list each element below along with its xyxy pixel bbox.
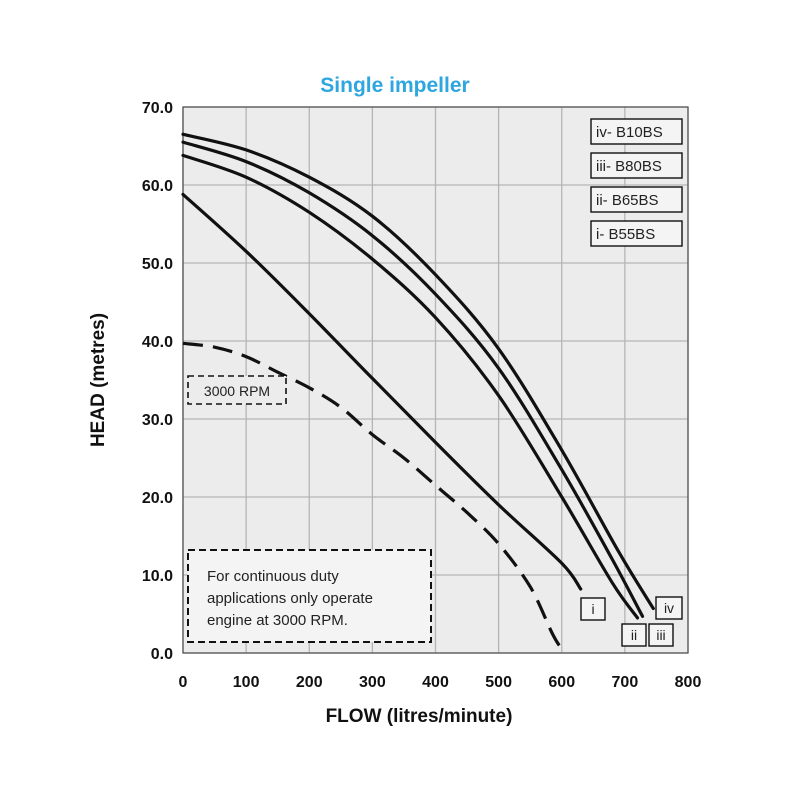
annotation-line-2: applications only operate xyxy=(207,590,373,607)
y-axis-title: HEAD (metres) xyxy=(88,313,109,447)
chart-title: Single impeller xyxy=(320,74,469,97)
series-tag-box xyxy=(580,597,606,621)
series-tag-i: i xyxy=(591,601,594,617)
annotation-line-1: For continuous duty xyxy=(207,568,339,585)
series-line-i-b55bs xyxy=(181,192,583,591)
x-tick-label: 800 xyxy=(675,674,702,691)
y-tick-label: 0.0 xyxy=(151,646,173,663)
x-axis-title: FLOW (litres/minute) xyxy=(326,706,513,727)
legend-entry: i- B55BS xyxy=(596,226,655,243)
y-tick-label: 70.0 xyxy=(142,100,173,117)
annotation-box xyxy=(187,549,432,643)
annotation-note: For continuous duty applications only op… xyxy=(187,549,432,643)
legend-entry: iii- B80BS xyxy=(596,158,662,175)
series-line-ii-b65bs xyxy=(181,153,640,620)
series-tag-box xyxy=(621,623,647,647)
rpm-label-text: 3000 RPM xyxy=(204,383,270,399)
series-tag-box xyxy=(648,623,674,647)
y-tick-label: 60.0 xyxy=(142,178,173,195)
rpm-label-box xyxy=(187,375,287,405)
x-tick-label: 100 xyxy=(233,674,260,691)
x-tick-label: 300 xyxy=(359,674,386,691)
x-tick-label: 400 xyxy=(422,674,449,691)
series-line-iii-b80bs xyxy=(181,140,645,618)
y-tick-label: 40.0 xyxy=(142,334,173,351)
legend-entry: iv- B10BS xyxy=(596,124,663,141)
y-tick-label: 50.0 xyxy=(142,256,173,273)
legend-box xyxy=(590,186,683,213)
x-tick-label: 500 xyxy=(485,674,512,691)
plot-frame xyxy=(182,106,689,654)
x-tick-label: 200 xyxy=(296,674,323,691)
annotation-line-3: engine at 3000 RPM. xyxy=(207,612,348,629)
series-tag-iv: iv xyxy=(664,600,674,616)
series-tag-box xyxy=(655,596,683,620)
y-tick-label: 30.0 xyxy=(142,412,173,429)
x-tick-label: 0 xyxy=(179,674,188,691)
y-tick-label: 20.0 xyxy=(142,490,173,507)
series-tag-iii: iii xyxy=(656,627,665,643)
legend-entry: ii- B65BS xyxy=(596,192,659,209)
series-line-3000-rpm xyxy=(182,341,564,650)
series-tag-ii: ii xyxy=(631,627,637,643)
legend-box xyxy=(590,118,683,145)
x-tick-label: 600 xyxy=(548,674,575,691)
legend-box xyxy=(590,152,683,179)
series-lines xyxy=(181,132,655,650)
rpm-label: 3000 RPM xyxy=(187,375,287,405)
series-line-iv-b10bs xyxy=(181,132,655,611)
y-tick-labels: 0.0 10.0 20.0 30.0 40.0 50.0 60.0 70.0 xyxy=(142,100,173,663)
x-tick-labels: 0 100 200 300 400 500 600 700 800 xyxy=(179,674,702,691)
legend: iv- B10BS iii- B80BS ii- B65BS i- B55BS xyxy=(590,118,683,247)
y-tick-label: 10.0 xyxy=(142,568,173,585)
x-tick-label: 700 xyxy=(612,674,639,691)
legend-box xyxy=(590,220,683,247)
